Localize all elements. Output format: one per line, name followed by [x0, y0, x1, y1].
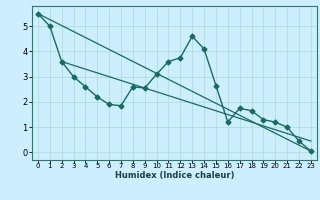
- X-axis label: Humidex (Indice chaleur): Humidex (Indice chaleur): [115, 171, 234, 180]
